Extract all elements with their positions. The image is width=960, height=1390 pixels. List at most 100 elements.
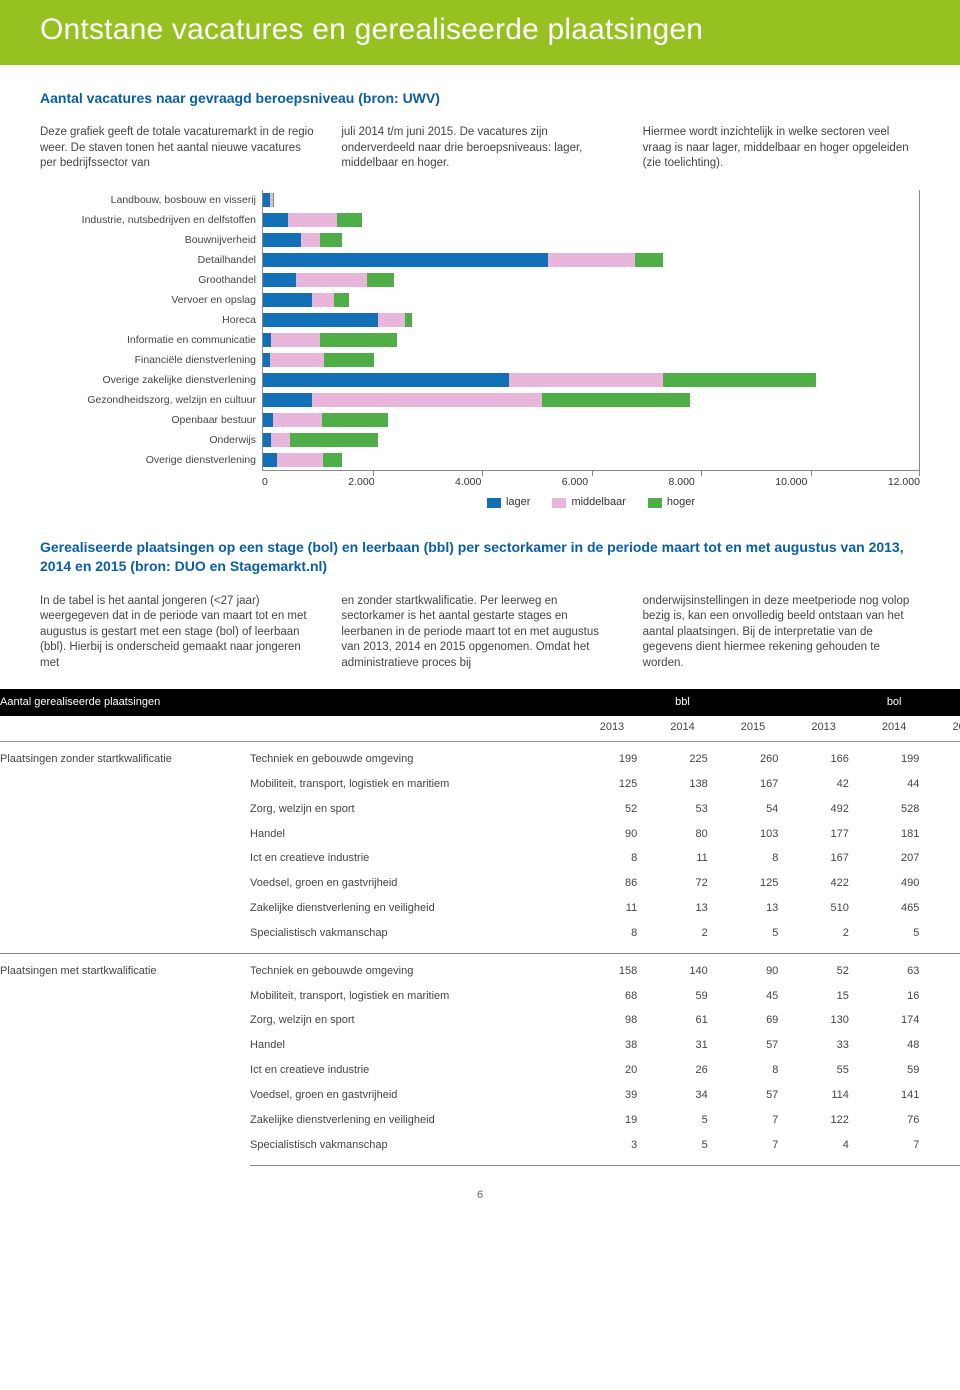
bar-segment-middelbaar	[312, 393, 542, 407]
value-cell: 73	[929, 953, 960, 983]
value-cell: 54	[718, 797, 789, 822]
value-cell: 90	[577, 822, 648, 847]
value-cell: 103	[718, 822, 789, 847]
sector-cell: Techniek en gebouwde omgeving	[250, 953, 577, 983]
header-band: Ontstane vacatures en gerealiseerde plaa…	[0, 0, 960, 65]
chart-bar-row	[263, 430, 920, 450]
value-cell: 177	[788, 822, 859, 847]
value-cell: 57	[718, 1083, 789, 1108]
value-cell: 8	[577, 846, 648, 871]
chart-bar-row	[263, 290, 920, 310]
intro-columns-1: Deze grafiek geeft de totale vacaturemar…	[40, 125, 920, 172]
value-cell: 11	[647, 846, 718, 871]
chart-bar-row	[263, 450, 920, 470]
legend-label: middelbaar	[571, 495, 625, 510]
value-cell: 225	[647, 742, 718, 772]
sector-cell: Zakelijke dienstverlening en veiligheid	[250, 1108, 577, 1133]
value-cell: 705	[929, 896, 960, 921]
bar-segment-lager	[263, 393, 312, 407]
value-cell: 15	[788, 984, 859, 1009]
value-cell: 13	[718, 896, 789, 921]
sector-cell: Techniek en gebouwde omgeving	[250, 742, 577, 772]
bar-segment-lager	[263, 333, 271, 347]
bar-segment-hoger	[405, 313, 412, 327]
intro1-col2: juli 2014 t/m juni 2015. De vacatures zi…	[341, 125, 618, 172]
value-cell: 8	[577, 921, 648, 953]
section1-title: Aantal vacatures naar gevraagd beroepsni…	[40, 89, 920, 108]
value-cell: 3	[577, 1133, 648, 1165]
value-cell: 5	[647, 1108, 718, 1133]
value-cell: 138	[647, 772, 718, 797]
bar-segment-lager	[263, 453, 277, 467]
bar-segment-hoger	[334, 293, 349, 307]
year-cell: 2015	[718, 716, 789, 741]
value-cell: 114	[788, 1083, 859, 1108]
value-cell: 11	[577, 896, 648, 921]
chart-category-label: Informatie en communicatie	[40, 330, 262, 350]
value-cell: 26	[647, 1058, 718, 1083]
bar-segment-hoger	[324, 353, 373, 367]
chart-bar-row	[263, 390, 920, 410]
bar-segment-hoger	[663, 373, 816, 387]
value-cell: 16	[859, 984, 930, 1009]
legend-item-middelbaar: middelbaar	[552, 495, 625, 510]
value-cell: 59	[859, 1058, 930, 1083]
chart-tick-label: 10.000	[775, 475, 807, 489]
value-cell: 7	[718, 1108, 789, 1133]
legend-swatch	[552, 498, 566, 508]
chart-category-label: Landbouw, bosbouw en visserij	[40, 190, 262, 210]
value-cell: 63	[859, 953, 930, 983]
bar-segment-hoger	[635, 253, 662, 267]
legend-label: lager	[506, 495, 530, 510]
bar-segment-lager	[263, 233, 301, 247]
value-cell: 2	[647, 921, 718, 953]
value-cell: 13	[647, 896, 718, 921]
value-cell: 535	[929, 846, 960, 871]
sector-cell: Ict en creatieve industrie	[250, 846, 577, 871]
chart-category-label: Vervoer en opslag	[40, 290, 262, 310]
value-cell: 42	[788, 772, 859, 797]
value-cell: 422	[788, 871, 859, 896]
chart-category-label: Openbaar bestuur	[40, 410, 262, 430]
chart-category-label: Overige dienstverlening	[40, 450, 262, 470]
sector-cell: Specialistisch vakmanschap	[250, 921, 577, 953]
bar-segment-hoger	[323, 453, 342, 467]
value-cell: 59	[647, 984, 718, 1009]
sector-cell: Specialistisch vakmanschap	[250, 1133, 577, 1165]
value-cell: 72	[647, 871, 718, 896]
chart-bar-row	[263, 210, 920, 230]
value-cell: 199	[577, 742, 648, 772]
sector-cell: Mobiliteit, transport, logistiek en mari…	[250, 772, 577, 797]
value-cell: 2	[788, 921, 859, 953]
value-cell: 7	[718, 1133, 789, 1165]
year-cell: 2014	[859, 716, 930, 741]
value-cell: 490	[859, 871, 930, 896]
value-cell: 55	[788, 1058, 859, 1083]
value-cell: 98	[577, 1008, 648, 1033]
sector-cell: Ict en creatieve industrie	[250, 1058, 577, 1083]
value-cell: 5	[718, 921, 789, 953]
chart-category-label: Groothandel	[40, 270, 262, 290]
chart-bar-row	[263, 230, 920, 250]
legend-label: hoger	[667, 495, 695, 510]
chart-bar-row	[263, 350, 920, 370]
value-cell: 5	[859, 921, 930, 953]
chart-category-label: Gezondheidszorg, welzijn en cultuur	[40, 390, 262, 410]
placements-table: Aantal gerealiseerde plaatsingen bbl bol…	[0, 689, 960, 1165]
value-cell: 122	[788, 1108, 859, 1133]
col-group-bol: bol	[788, 689, 960, 716]
chart-tick-label: 0	[262, 475, 268, 489]
col-group-bbl: bbl	[577, 689, 789, 716]
bar-segment-middelbaar	[270, 353, 325, 367]
value-cell: 371	[929, 742, 960, 772]
bar-segment-middelbaar	[301, 233, 320, 247]
chart-category-label: Detailhandel	[40, 250, 262, 270]
bar-segment-lager	[263, 313, 378, 327]
chart-xaxis-labels: 02.0004.0006.0008.00010.00012.000	[262, 475, 920, 489]
value-cell: 736	[929, 871, 960, 896]
sector-cell: Zakelijke dienstverlening en veiligheid	[250, 896, 577, 921]
chart-category-label: Industrie, nutsbedrijven en delfstoffen	[40, 210, 262, 230]
value-cell: 140	[647, 953, 718, 983]
value-cell: 69	[718, 1008, 789, 1033]
value-cell: 465	[859, 896, 930, 921]
